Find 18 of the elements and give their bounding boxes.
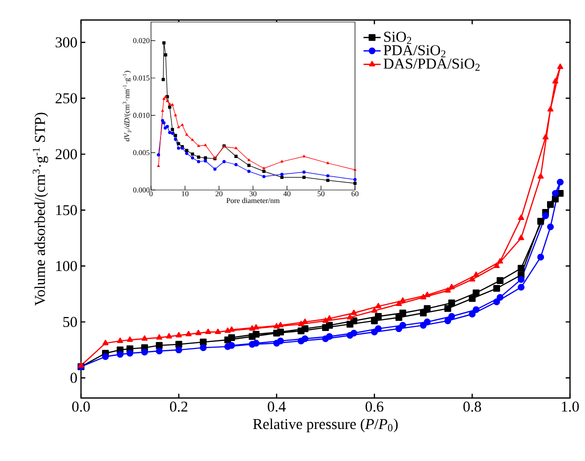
y-tick-label: 200 bbox=[56, 149, 77, 160]
legend-label: PDA/SiO$_{2}$ bbox=[384, 45, 446, 58]
x-tick-label: 0.2 bbox=[170, 402, 188, 412]
y-tick-label: 100 bbox=[56, 260, 77, 272]
y-tick-label: 150 bbox=[56, 205, 77, 216]
y-tick-label: 300 bbox=[56, 37, 77, 48]
x-axis-title: Relative pressure (P/P$_{0}$) bbox=[253, 418, 398, 432]
x-tick-label: 0.8 bbox=[463, 402, 482, 412]
y-tick-label: 250 bbox=[56, 93, 77, 104]
y-tick-label: 50 bbox=[63, 316, 77, 328]
y-axis-title: Volume adsorbed/(cm$^{3}$·g$^{-1}$ STP) bbox=[32, 112, 48, 306]
x-tick-label: 1.0 bbox=[562, 402, 579, 412]
x-tick-label: 0.4 bbox=[268, 402, 286, 412]
y-tick-label: 0 bbox=[70, 372, 77, 383]
x-tick-label: 0.0 bbox=[72, 402, 90, 412]
legend-label: DAS/PDA/SiO$_{2}$ bbox=[384, 58, 480, 71]
legend-label: SiO$_{2}$ bbox=[384, 32, 412, 44]
x-tick-label: 0.6 bbox=[366, 402, 384, 412]
